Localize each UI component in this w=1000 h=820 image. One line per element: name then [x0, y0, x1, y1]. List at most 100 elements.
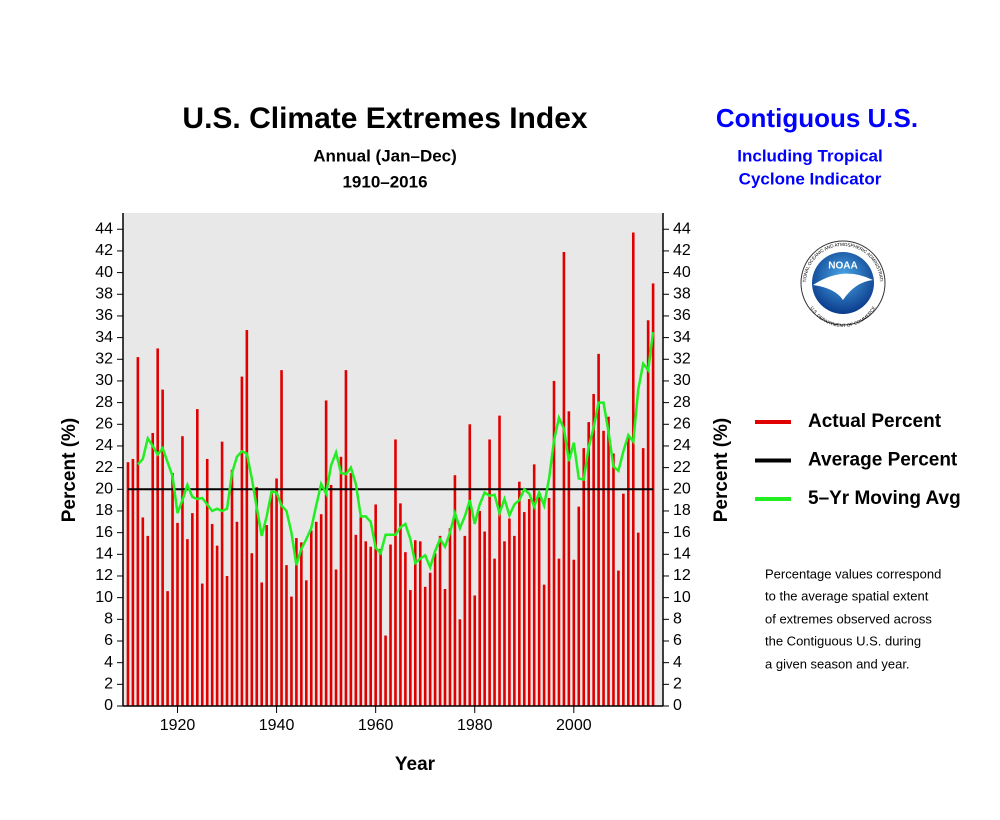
y-tick-label: 44: [95, 220, 113, 237]
bar: [215, 545, 219, 706]
y2-tick-label: 30: [673, 372, 691, 389]
bar: [305, 580, 308, 706]
bar: [636, 532, 640, 706]
bar: [176, 522, 179, 706]
bar: [329, 484, 333, 706]
bar: [131, 458, 135, 706]
bar: [220, 441, 224, 706]
bar: [532, 464, 536, 706]
bar: [290, 596, 293, 706]
x-tick-label: 1960: [358, 717, 394, 734]
y-axis-label: Percent (%): [59, 418, 80, 523]
y-tick-label: 22: [95, 459, 113, 476]
bar: [413, 540, 417, 706]
y-tick-label: 42: [95, 242, 113, 259]
y-tick-label: 30: [95, 372, 113, 389]
y-tick-label: 36: [95, 307, 113, 324]
y2-tick-label: 8: [673, 611, 682, 628]
bar: [552, 380, 556, 706]
region-subtitle: Including Tropical: [737, 146, 882, 165]
bar: [300, 542, 303, 706]
x-tick-label: 1920: [160, 717, 196, 734]
y-tick-label: 2: [104, 676, 113, 693]
y-tick-label: 8: [104, 611, 113, 628]
bar: [349, 473, 353, 706]
x-tick-label: 1980: [457, 717, 493, 734]
bar: [602, 430, 605, 706]
y2-tick-label: 34: [673, 329, 691, 346]
bar: [409, 590, 412, 706]
bar: [473, 595, 477, 706]
bar: [280, 370, 283, 706]
bar: [607, 416, 610, 706]
bar: [423, 586, 427, 706]
bar: [622, 493, 625, 706]
y2-tick-label: 12: [673, 567, 691, 584]
y2-tick-label: 6: [673, 632, 682, 649]
subtitle: Annual (Jan–Dec): [313, 146, 457, 165]
y-tick-label: 14: [95, 546, 113, 563]
y2-tick-label: 10: [673, 589, 691, 606]
bar: [384, 635, 387, 706]
bar: [265, 525, 268, 706]
y-tick-label: 0: [104, 697, 113, 714]
bar: [151, 432, 155, 706]
bar: [597, 353, 600, 706]
bar: [205, 458, 209, 706]
bar: [379, 548, 382, 706]
bar: [255, 487, 259, 706]
y2-tick-label: 14: [673, 546, 691, 563]
bar: [191, 513, 194, 706]
bar: [448, 528, 452, 706]
bar: [126, 462, 130, 706]
bar: [230, 469, 234, 706]
bar: [344, 370, 348, 706]
x-tick-label: 1940: [259, 717, 295, 734]
bar: [210, 523, 214, 706]
bar: [156, 348, 159, 706]
y-tick-label: 6: [104, 632, 113, 649]
bar: [493, 558, 496, 706]
y2-tick-label: 24: [673, 437, 691, 454]
bar: [557, 558, 561, 706]
bar: [186, 539, 189, 706]
y2-tick-label: 44: [673, 220, 691, 237]
bar: [513, 535, 516, 706]
y2-tick-label: 28: [673, 394, 691, 411]
y2-tick-label: 36: [673, 307, 691, 324]
bar: [240, 376, 244, 706]
y2-tick-label: 16: [673, 524, 691, 541]
bar: [181, 436, 184, 706]
y-tick-label: 32: [95, 350, 113, 367]
bar: [631, 232, 635, 706]
bar: [334, 569, 338, 706]
bar: [433, 553, 437, 706]
y-tick-label: 26: [95, 416, 113, 433]
bar: [587, 422, 590, 706]
y-tick-label: 12: [95, 567, 113, 584]
bar: [295, 538, 298, 706]
bar: [354, 534, 358, 706]
plot-background: [123, 213, 663, 706]
bar: [498, 415, 501, 706]
bar: [453, 475, 457, 706]
x-tick-label: 2000: [556, 717, 592, 734]
bar: [617, 570, 620, 706]
bar: [428, 572, 432, 706]
bar: [319, 514, 323, 706]
note: to the average spatial extent: [765, 588, 929, 603]
bar: [270, 491, 273, 706]
bar: [136, 357, 140, 706]
bar: [196, 409, 199, 706]
bar: [641, 448, 645, 706]
y2-tick-label: 26: [673, 416, 691, 433]
bar: [364, 541, 368, 706]
note: the Contiguous U.S. during: [765, 633, 921, 648]
bar: [394, 439, 397, 706]
y-tick-label: 4: [104, 654, 113, 671]
bar: [478, 510, 481, 706]
y-tick-label: 34: [95, 329, 113, 346]
chart-title: U.S. Climate Extremes Index: [182, 102, 587, 135]
y2-tick-label: 18: [673, 502, 691, 519]
